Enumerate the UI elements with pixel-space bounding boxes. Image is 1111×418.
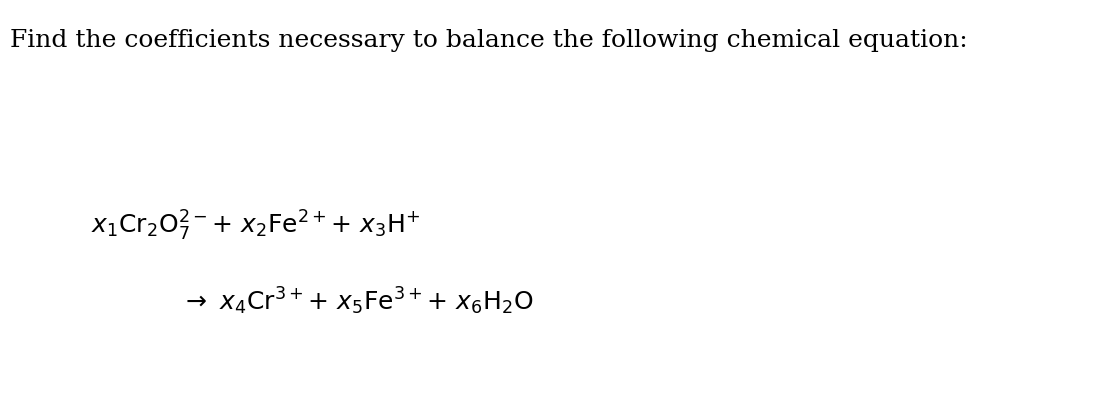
- Text: $\rightarrow \ \mathit{x}_4\mathrm{Cr}^{3+}$$ + \ \mathit{x}_5\mathrm{Fe}^{3+}$$: $\rightarrow \ \mathit{x}_4\mathrm{Cr}^{…: [181, 285, 533, 317]
- Text: Find the coefficients necessary to balance the following chemical equation:: Find the coefficients necessary to balan…: [10, 29, 968, 52]
- Text: $\mathit{x}_1\mathrm{Cr}_2\mathrm{O}_7^{2-}$$ + \ \mathit{x}_2\mathrm{Fe}^{2+}$$: $\mathit{x}_1\mathrm{Cr}_2\mathrm{O}_7^{…: [90, 209, 420, 243]
